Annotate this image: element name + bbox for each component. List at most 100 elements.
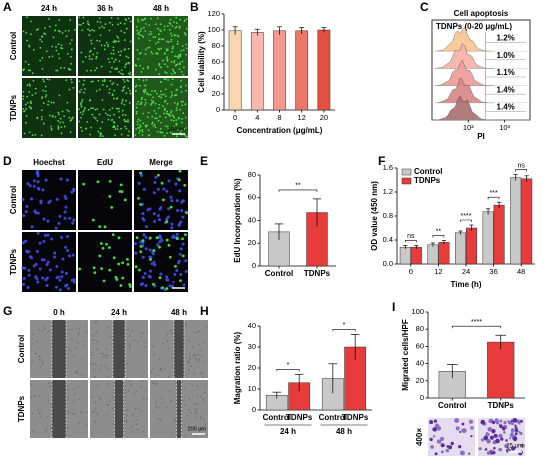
cell xyxy=(129,427,131,430)
cell xyxy=(140,101,143,104)
cell xyxy=(100,365,103,367)
x-tick-label: 24 xyxy=(462,267,470,276)
cell xyxy=(22,98,25,100)
cell xyxy=(142,36,145,38)
cell xyxy=(436,426,442,431)
image xyxy=(22,16,76,76)
x-tick-label: 12 xyxy=(298,113,306,122)
cell xyxy=(56,69,59,72)
cell xyxy=(72,116,74,119)
cell xyxy=(153,263,157,267)
cell xyxy=(189,357,191,360)
cell xyxy=(102,279,106,283)
cell xyxy=(54,285,58,289)
y-tick-label: 0.0 xyxy=(383,259,393,268)
cell xyxy=(165,189,169,193)
cell xyxy=(199,417,202,420)
cell xyxy=(93,321,96,324)
bar xyxy=(317,29,331,111)
cell xyxy=(83,344,85,346)
cell xyxy=(78,16,81,19)
cell xyxy=(110,52,113,55)
cell xyxy=(61,32,64,34)
cell xyxy=(127,80,130,83)
cell xyxy=(28,184,32,188)
cell xyxy=(34,133,37,136)
cell xyxy=(432,427,437,432)
cell xyxy=(98,396,101,399)
cell xyxy=(114,134,116,137)
cell xyxy=(51,114,54,117)
cell xyxy=(455,426,460,431)
cell xyxy=(162,59,164,62)
cell xyxy=(161,198,165,202)
cell xyxy=(141,130,144,133)
cell xyxy=(57,52,60,55)
cell xyxy=(109,21,111,24)
micrograph xyxy=(78,16,132,76)
x-tick-label: TDNPs xyxy=(488,401,515,410)
cell xyxy=(150,32,153,35)
cell xyxy=(55,264,59,268)
cell xyxy=(99,34,102,37)
cell xyxy=(514,424,517,427)
cell xyxy=(167,243,171,247)
x-tick-label: 48 xyxy=(517,267,525,276)
cell xyxy=(200,371,202,374)
cell xyxy=(161,402,164,405)
cell xyxy=(25,31,27,34)
cell xyxy=(66,388,69,390)
micrograph xyxy=(133,232,188,292)
cell xyxy=(135,112,138,115)
row-label: Control xyxy=(9,186,18,214)
cell xyxy=(68,216,72,220)
column-label: 48 h xyxy=(153,4,169,13)
cell xyxy=(65,79,68,82)
cell xyxy=(175,109,178,112)
cell xyxy=(161,38,163,41)
cell xyxy=(39,201,43,205)
cell xyxy=(28,131,31,134)
cell xyxy=(176,40,179,43)
cell xyxy=(44,95,47,98)
cell xyxy=(118,70,121,73)
cell xyxy=(70,350,73,352)
cell xyxy=(118,60,121,63)
cell xyxy=(57,43,60,46)
cell xyxy=(505,439,508,442)
cell xyxy=(120,69,123,71)
cell xyxy=(32,333,34,336)
cell xyxy=(94,117,97,120)
cell xyxy=(112,40,115,43)
cell xyxy=(164,107,166,110)
cell xyxy=(42,240,46,244)
cell xyxy=(23,68,25,71)
cell xyxy=(78,398,81,401)
cell xyxy=(79,111,82,114)
cell xyxy=(44,85,47,88)
cell xyxy=(81,113,84,116)
cell xyxy=(468,452,471,455)
scale-bar-label: 50 μm xyxy=(171,280,187,286)
cell xyxy=(96,340,98,343)
cell xyxy=(28,44,31,47)
cell xyxy=(103,225,107,229)
cell xyxy=(38,411,41,414)
cell xyxy=(32,184,36,188)
cell xyxy=(63,66,66,69)
bar xyxy=(521,178,533,265)
cell xyxy=(54,226,58,230)
wound-gap xyxy=(52,320,66,378)
cell xyxy=(175,269,179,273)
cell xyxy=(30,225,34,229)
cell xyxy=(170,199,174,203)
cell xyxy=(127,17,130,20)
cell xyxy=(117,40,120,43)
cell xyxy=(41,276,45,280)
cell xyxy=(73,28,76,31)
cell xyxy=(117,37,120,39)
cell xyxy=(57,221,61,225)
cell xyxy=(182,399,184,402)
cell xyxy=(89,133,91,136)
cell xyxy=(76,341,79,344)
